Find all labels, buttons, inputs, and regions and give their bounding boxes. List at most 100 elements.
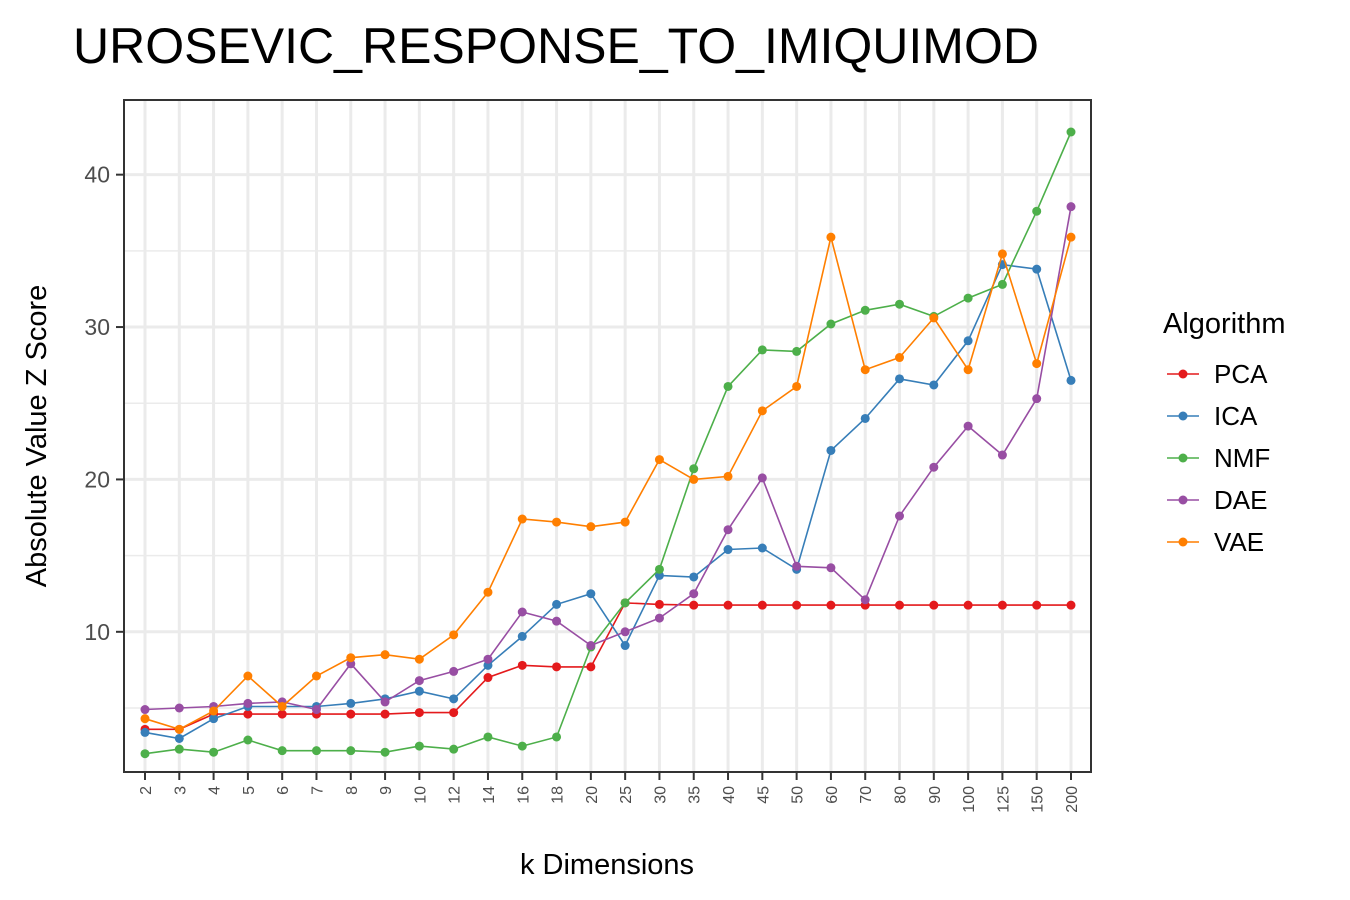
point-ica-200: [1066, 375, 1076, 385]
minor-gridlines: [124, 250, 1091, 709]
series-layer: [140, 127, 1076, 759]
point-vae-7: [311, 671, 321, 681]
x-tick-label-125: 125: [995, 786, 1012, 813]
point-ica-16: [517, 631, 527, 641]
y-tick-label-40: 40: [84, 162, 110, 188]
legend-label-pca: PCA: [1214, 359, 1268, 389]
point-pca-125: [997, 600, 1007, 610]
point-nmf-7: [311, 746, 321, 756]
point-nmf-45: [757, 345, 767, 355]
series-line-pca: [145, 602, 1071, 731]
point-vae-200: [1066, 232, 1076, 242]
x-tick-label-30: 30: [652, 786, 669, 804]
legend-key-point-nmf: [1178, 453, 1188, 463]
point-nmf-2: [140, 749, 150, 759]
point-nmf-8: [346, 746, 356, 756]
legend-title: Algorithm: [1163, 308, 1286, 340]
point-nmf-9: [380, 747, 390, 757]
point-vae-5: [243, 671, 253, 681]
legend-key-point-pca: [1178, 369, 1188, 379]
legend-key-point-vae: [1178, 537, 1188, 547]
point-dae-50: [792, 561, 802, 571]
point-nmf-4: [209, 747, 219, 757]
point-pca-35: [689, 600, 699, 610]
x-tick-label-35: 35: [687, 786, 704, 804]
legend-label-vae: VAE: [1214, 527, 1264, 557]
point-dae-200: [1066, 202, 1076, 212]
plot-border: [123, 99, 1092, 773]
major-gridlines: [124, 100, 1091, 772]
x-tick-label-12: 12: [447, 786, 464, 804]
point-vae-40: [723, 471, 733, 481]
point-nmf-16: [517, 741, 527, 751]
x-tick-label-10: 10: [412, 786, 429, 804]
point-dae-7: [311, 705, 321, 715]
x-tick-label-7: 7: [309, 786, 326, 795]
point-dae-9: [380, 697, 390, 707]
point-dae-14: [483, 654, 493, 664]
x-tick-label-16: 16: [515, 786, 532, 804]
point-ica-70: [860, 413, 870, 423]
legend-label-ica: ICA: [1214, 401, 1258, 431]
point-nmf-25: [620, 598, 630, 608]
legend-label-dae: DAE: [1214, 485, 1267, 515]
point-pca-16: [517, 660, 527, 670]
point-pca-150: [1032, 600, 1042, 610]
point-ica-8: [346, 698, 356, 708]
x-tick-label-90: 90: [927, 786, 944, 804]
point-ica-35: [689, 572, 699, 582]
point-ica-40: [723, 545, 733, 555]
point-pca-45: [757, 600, 767, 610]
point-vae-10: [414, 654, 424, 664]
point-dae-90: [929, 462, 939, 472]
point-vae-100: [963, 365, 973, 375]
point-ica-45: [757, 543, 767, 553]
x-tick-label-60: 60: [824, 786, 841, 804]
point-nmf-200: [1066, 127, 1076, 137]
point-vae-3: [174, 724, 184, 734]
x-tick-label-45: 45: [755, 786, 772, 804]
point-nmf-100: [963, 293, 973, 303]
x-tick-label-200: 200: [1064, 786, 1081, 813]
point-nmf-30: [654, 564, 664, 574]
point-vae-8: [346, 653, 356, 663]
x-axis: 2 3 4 5 6 7 8 9 10 12 14 16 18 20 25 30 35 40 45 50 60 70 80 90…: [138, 772, 1081, 813]
x-tick-label-20: 20: [584, 786, 601, 804]
point-dae-40: [723, 525, 733, 535]
x-tick-label-8: 8: [344, 786, 361, 795]
point-pca-14: [483, 673, 493, 683]
x-tick-label-150: 150: [1030, 786, 1047, 813]
x-tick-label-100: 100: [961, 786, 978, 813]
point-pca-20: [586, 662, 596, 672]
point-pca-10: [414, 708, 424, 718]
point-dae-30: [654, 613, 664, 623]
point-nmf-150: [1032, 206, 1042, 216]
series-line-nmf: [144, 131, 1072, 755]
point-nmf-125: [997, 279, 1007, 289]
point-nmf-50: [792, 346, 802, 356]
x-tick-label-25: 25: [618, 786, 635, 804]
x-tick-label-14: 14: [481, 786, 498, 804]
point-nmf-5: [243, 735, 253, 745]
point-ica-90: [929, 380, 939, 390]
point-dae-10: [414, 676, 424, 686]
point-vae-12: [449, 630, 459, 640]
point-vae-35: [689, 474, 699, 484]
point-pca-30: [654, 599, 664, 609]
y-tick-label-30: 30: [84, 314, 110, 340]
point-pca-200: [1066, 600, 1076, 610]
series-line-vae: [144, 236, 1072, 731]
x-tick-label-50: 50: [790, 786, 807, 804]
point-ica-20: [586, 589, 596, 599]
point-nmf-18: [552, 732, 562, 742]
point-dae-25: [620, 627, 630, 637]
chart-title: UROSEVIC_RESPONSE_TO_IMIQUIMOD: [73, 18, 1039, 74]
legend-key-point-dae: [1178, 495, 1188, 505]
point-vae-9: [380, 650, 390, 660]
point-pca-60: [826, 600, 836, 610]
x-tick-label-6: 6: [275, 786, 292, 795]
point-ica-12: [449, 694, 459, 704]
point-ica-18: [552, 599, 562, 609]
point-vae-18: [552, 517, 562, 527]
